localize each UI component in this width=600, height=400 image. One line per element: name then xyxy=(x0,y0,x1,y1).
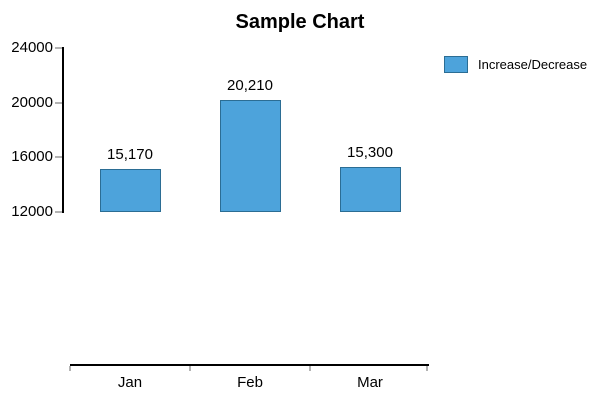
x-axis-line xyxy=(70,364,429,366)
bar-jan xyxy=(100,169,161,212)
y-axis-line xyxy=(62,47,64,213)
y-tick xyxy=(55,47,62,49)
y-tick xyxy=(55,156,62,158)
x-tick xyxy=(69,366,71,371)
x-category-label-jan: Jan xyxy=(117,374,143,391)
x-tick xyxy=(309,366,311,371)
y-tick xyxy=(55,211,62,213)
legend-label: Increase/Decrease xyxy=(478,57,588,72)
y-tick-label: 24000 xyxy=(11,39,53,56)
y-tick-label: 12000 xyxy=(11,203,53,220)
x-category-label-feb: Feb xyxy=(237,374,263,391)
bar-feb xyxy=(220,100,281,212)
bar-value-label: 20,210 xyxy=(227,77,273,94)
chart-title: Sample Chart xyxy=(235,11,365,33)
x-category-label-mar: Mar xyxy=(357,374,383,391)
y-tick xyxy=(55,102,62,104)
y-tick-label: 16000 xyxy=(11,148,53,165)
x-tick xyxy=(426,366,428,371)
bar-mar xyxy=(340,167,401,212)
bar-value-label: 15,300 xyxy=(347,144,393,161)
x-tick xyxy=(189,366,191,371)
legend-swatch xyxy=(444,56,468,73)
legend: Increase/Decrease xyxy=(444,56,587,73)
bar-value-label: 15,170 xyxy=(107,146,153,163)
y-tick-label: 20000 xyxy=(11,94,53,111)
